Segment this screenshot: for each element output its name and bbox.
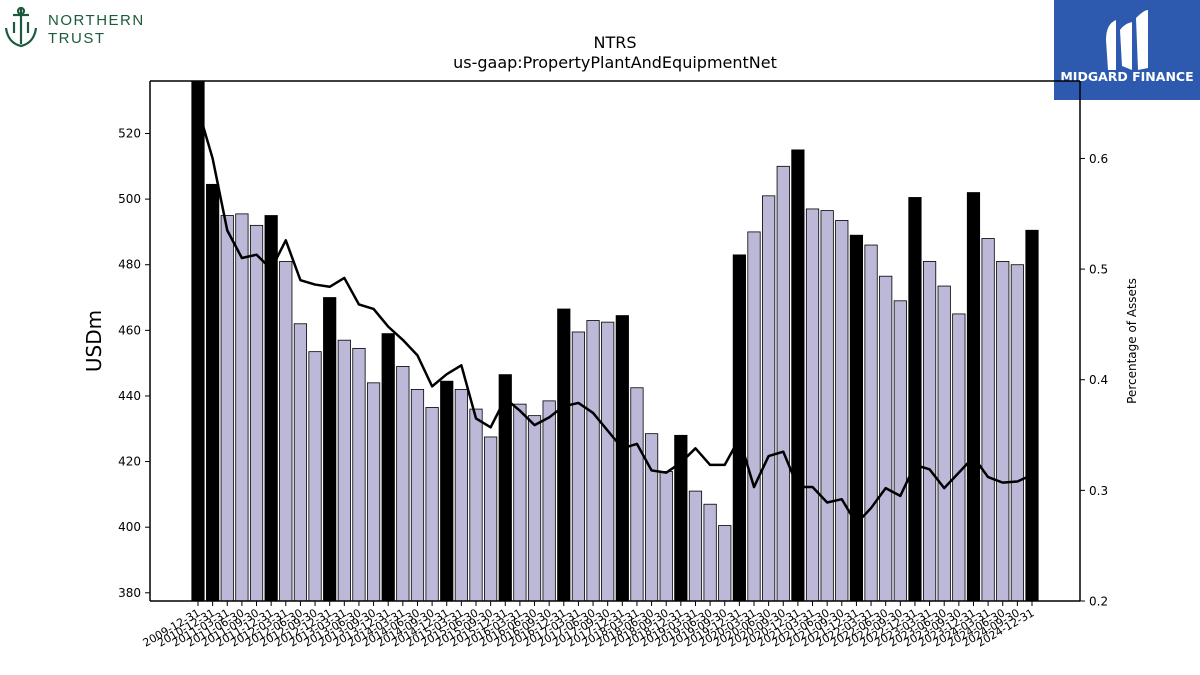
bar-2011-09-30 bbox=[249, 224, 264, 602]
chart-subtitle: us-gaap:PropertyPlantAndEquipmentNet bbox=[453, 53, 777, 72]
bar-2019-09-30 bbox=[718, 525, 732, 602]
chart-title: NTRS bbox=[593, 33, 636, 52]
midgard-finance-text: MIDGARD FINANCE bbox=[1060, 69, 1193, 84]
bar-2021-09-30 bbox=[835, 220, 849, 602]
bar-2012-12-31 bbox=[323, 297, 337, 602]
bar-2017-09-30 bbox=[601, 321, 615, 602]
y2-tick-label: 0.4 bbox=[1089, 373, 1108, 387]
bar-2023-06-30 bbox=[937, 285, 951, 602]
y-tick-label: 380 bbox=[118, 586, 141, 600]
bar-2018-06-30 bbox=[644, 433, 659, 602]
bar-2010-12-31 bbox=[206, 183, 220, 602]
bar-2011-12-31 bbox=[264, 215, 278, 602]
y2-tick-label: 0.6 bbox=[1089, 152, 1108, 166]
y2-tick-label: 0.3 bbox=[1089, 484, 1108, 498]
northern-text: NORTHERN bbox=[48, 12, 145, 29]
bar-2014-03-31 bbox=[396, 366, 410, 602]
bar-2015-09-30 bbox=[484, 436, 498, 602]
bar-2009-12-31 bbox=[191, 80, 205, 602]
bar-2012-03-31 bbox=[279, 261, 293, 602]
bar-2022-09-30 bbox=[893, 300, 907, 602]
bar-2021-06-30 bbox=[820, 210, 834, 602]
bar-2013-06-30 bbox=[352, 347, 366, 602]
bar-2016-12-31 bbox=[557, 308, 571, 602]
bar-2012-09-30 bbox=[308, 351, 322, 602]
bar-2024-09-30 bbox=[1010, 264, 1024, 602]
bar-2016-09-30 bbox=[542, 400, 556, 602]
bar-2012-06-30 bbox=[293, 323, 308, 602]
y2-axis-label: Percentage of Assets bbox=[1125, 278, 1139, 404]
bar-2021-12-31 bbox=[849, 234, 864, 602]
bar-2020-03-31 bbox=[747, 231, 761, 602]
bar-series bbox=[191, 80, 1039, 602]
bar-2019-03-31 bbox=[688, 490, 703, 602]
y-tick-label: 520 bbox=[118, 126, 141, 140]
bar-2016-06-30 bbox=[527, 415, 542, 602]
bar-2020-06-30 bbox=[762, 195, 776, 602]
bar-2022-12-31 bbox=[908, 197, 922, 602]
y2-tick-label: 0.5 bbox=[1089, 263, 1108, 277]
y-tick-label: 500 bbox=[118, 192, 141, 206]
bar-2017-06-30 bbox=[586, 320, 600, 602]
bar-2011-06-30 bbox=[235, 213, 249, 602]
bar-2022-06-30 bbox=[879, 275, 893, 602]
trust-text: TRUST bbox=[48, 30, 106, 47]
bar-2014-06-30 bbox=[410, 388, 425, 602]
bar-2022-03-31 bbox=[864, 244, 878, 602]
bar-2013-03-31 bbox=[337, 339, 351, 602]
y-tick-label: 440 bbox=[118, 389, 141, 403]
bar-2019-06-30 bbox=[703, 503, 717, 602]
bar-2014-12-31 bbox=[440, 380, 454, 602]
bar-2013-09-30 bbox=[366, 382, 381, 602]
bar-2021-03-31 bbox=[805, 208, 820, 602]
y-tick-label: 420 bbox=[118, 455, 141, 469]
bar-2018-09-30 bbox=[659, 471, 673, 602]
bar-2024-06-30 bbox=[996, 261, 1010, 602]
y-tick-label: 460 bbox=[118, 323, 141, 337]
bar-2020-12-31 bbox=[791, 149, 805, 602]
axes: 3804004204404604805005200.20.30.40.50.62… bbox=[118, 80, 1108, 650]
bar-2014-09-30 bbox=[425, 407, 439, 602]
bar-2011-03-31 bbox=[220, 215, 234, 602]
bar-2015-06-30 bbox=[469, 408, 483, 602]
y-tick-label: 400 bbox=[118, 520, 141, 534]
bar-2013-12-31 bbox=[381, 333, 395, 602]
midgard-finance-logo: MIDGARD FINANCE bbox=[1054, 0, 1200, 100]
line-series bbox=[196, 108, 1033, 525]
y-tick-label: 480 bbox=[118, 258, 141, 272]
anchor-icon bbox=[4, 6, 38, 48]
bar-2023-12-31 bbox=[966, 192, 981, 602]
y-axis-label: USDm bbox=[82, 310, 106, 372]
northern-trust-logo: NORTHERN TRUST bbox=[4, 6, 145, 48]
bar-2020-09-30 bbox=[776, 165, 790, 602]
bar-2018-03-31 bbox=[630, 387, 644, 602]
percentage-line bbox=[196, 108, 1033, 525]
bar-2019-12-31 bbox=[732, 254, 746, 602]
bar-2023-09-30 bbox=[952, 313, 966, 602]
bar-2016-03-31 bbox=[513, 403, 527, 602]
bar-2015-03-31 bbox=[454, 388, 468, 602]
bar-2023-03-31 bbox=[922, 261, 937, 602]
y2-tick-label: 0.2 bbox=[1089, 595, 1108, 609]
bar-2024-12-31 bbox=[1025, 229, 1039, 602]
bar-2017-12-31 bbox=[615, 315, 629, 602]
bar-2017-03-31 bbox=[571, 331, 586, 602]
midgard-mark-icon bbox=[1106, 10, 1148, 70]
bar-2024-03-31 bbox=[981, 238, 995, 602]
